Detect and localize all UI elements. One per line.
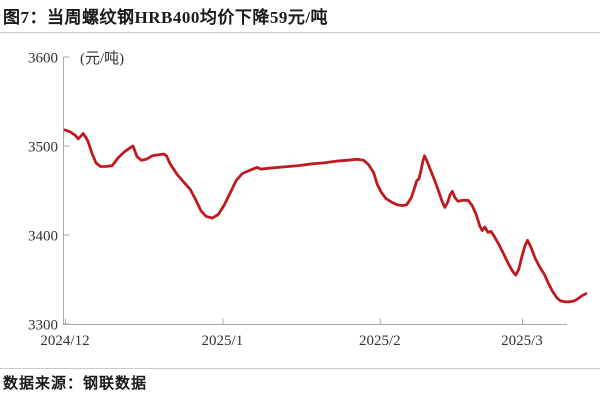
data-source: 数据来源：钢联数据 <box>3 376 148 392</box>
y-axis-unit-label: (元/吨) <box>80 50 124 67</box>
figure-title: 图7：当周螺纹钢HRB400均价下降59元/吨 <box>3 8 329 27</box>
y-tick-label: 3400 <box>28 229 58 245</box>
y-tick-label: 3300 <box>28 318 58 334</box>
x-tick-label: 2025/1 <box>202 333 244 349</box>
y-tick-label: 3600 <box>28 51 58 67</box>
footer-divider <box>0 368 600 369</box>
x-tick-label: 2024/12 <box>40 333 89 349</box>
x-tick-label: 2025/3 <box>501 333 543 349</box>
price-line <box>63 128 588 304</box>
y-tick-label: 3500 <box>28 140 58 156</box>
title-divider <box>0 32 600 33</box>
x-tick-label: 2025/2 <box>359 333 401 349</box>
